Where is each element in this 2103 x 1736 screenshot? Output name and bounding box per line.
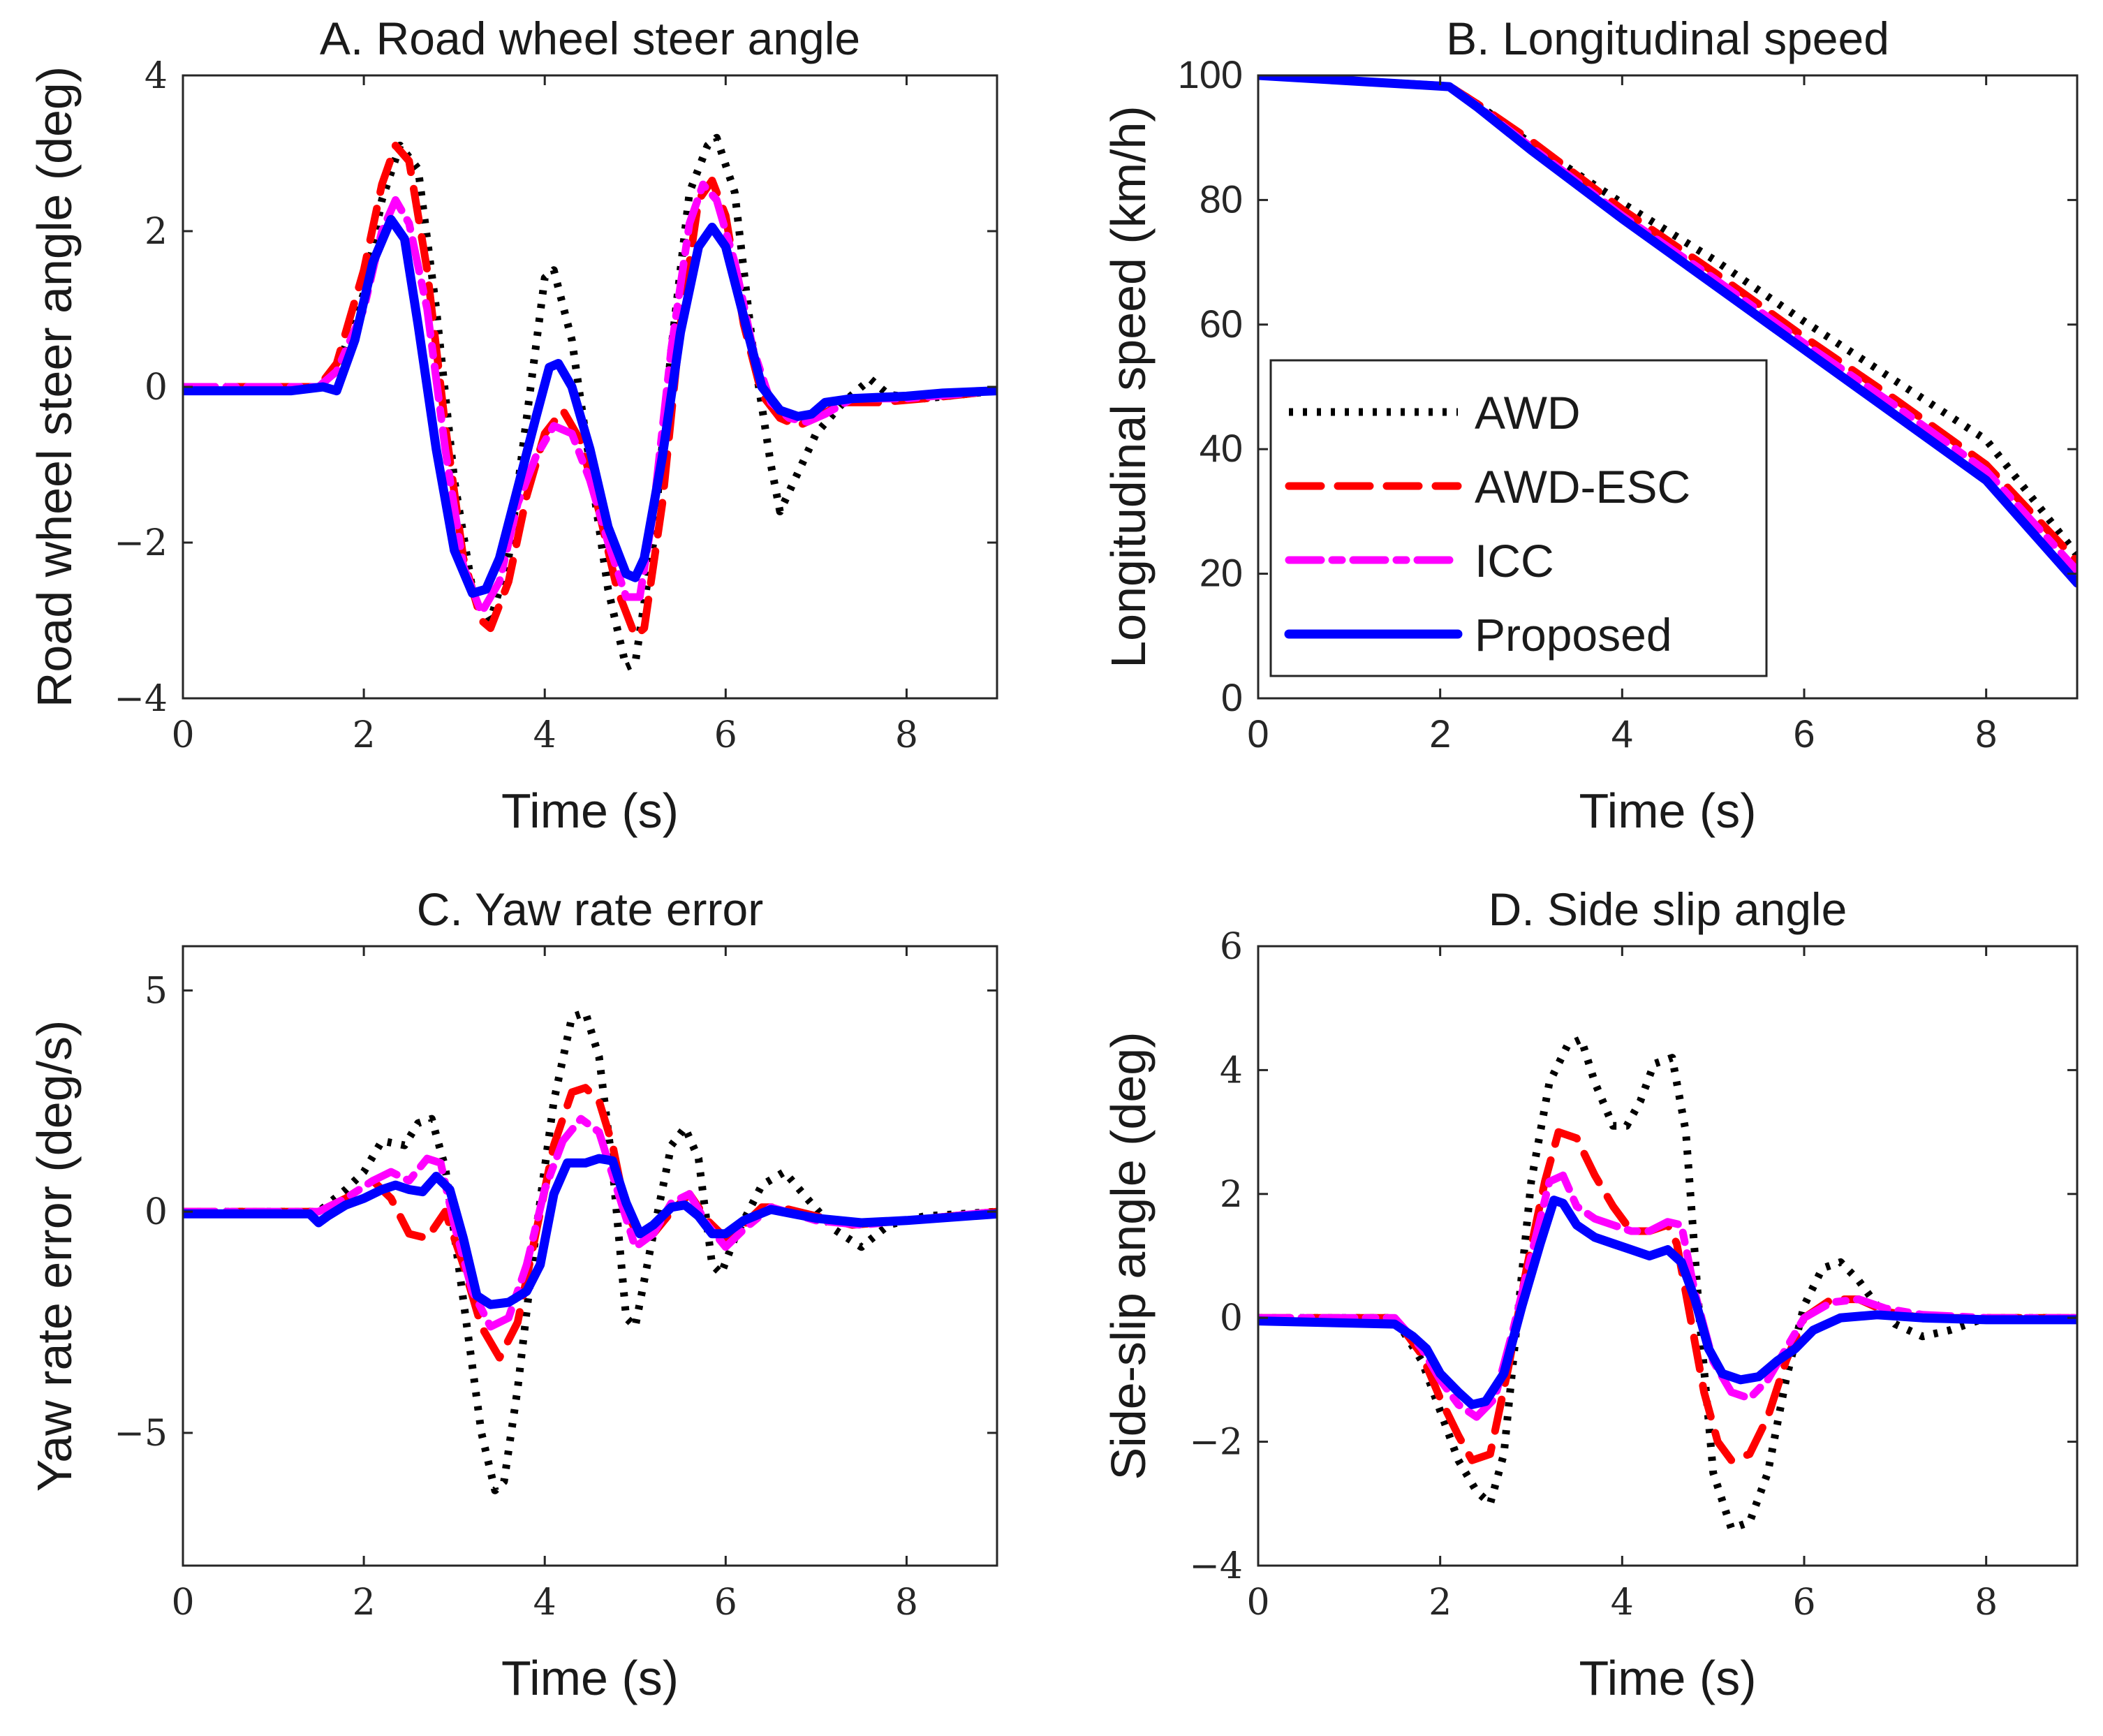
x-tick-label: 6 xyxy=(714,714,737,756)
y-tick-label: −4 xyxy=(1189,1545,1243,1587)
y-tick-label: −2 xyxy=(1189,1422,1243,1464)
x-tick-label: 0 xyxy=(171,1582,194,1624)
x-axis-label: Time (s) xyxy=(1579,784,1756,838)
series-group xyxy=(183,1008,997,1494)
x-tick-label: 6 xyxy=(714,1582,737,1624)
plot-frame xyxy=(182,945,998,1567)
x-tick-label: 4 xyxy=(1611,712,1633,756)
plot-frame xyxy=(1257,945,2079,1567)
series-line-proposed xyxy=(183,1154,997,1309)
legend-label: AWD-ESC xyxy=(1475,461,1690,513)
series-line-proposed xyxy=(1258,75,2077,588)
y-tick-label: 0 xyxy=(145,367,168,409)
x-tick-label: 2 xyxy=(353,714,376,756)
x-tick-label: 4 xyxy=(533,714,556,756)
chart-title: C. Yaw rate error xyxy=(417,883,763,935)
y-tick-label: −5 xyxy=(114,1413,168,1455)
y-tick-label: 60 xyxy=(1200,302,1243,346)
series-group xyxy=(1258,1035,2077,1533)
series-group xyxy=(1258,75,2077,588)
x-tick-label: 2 xyxy=(353,1582,376,1624)
chart-title: B. Longitudinal speed xyxy=(1446,13,1889,64)
chart-panel-c: 0 2 4 6 8 −5 0 5 C. Yaw rate error Time (s) Yaw ra… xyxy=(27,883,998,1705)
series-line-awd xyxy=(183,1008,997,1494)
chart-panel-d: 0 2 4 6 8 −4 −2 0 2 4 6 D. Side slip angle Time (s) S… xyxy=(1101,883,2079,1705)
x-tick-label: 0 xyxy=(171,714,194,756)
legend-label: Proposed xyxy=(1475,609,1672,661)
legend-label: AWD xyxy=(1475,387,1581,439)
series-group xyxy=(183,133,997,671)
y-axis-label: Yaw rate error (deg/s) xyxy=(27,1020,82,1492)
x-tick-label: 0 xyxy=(1246,1582,1269,1624)
y-tick-label: 0 xyxy=(145,1191,168,1233)
y-tick-label: 40 xyxy=(1200,426,1243,470)
y-tick-label: 80 xyxy=(1200,177,1243,221)
x-tick-label: 8 xyxy=(895,714,918,756)
y-axis-label: Longitudinal speed (km/h) xyxy=(1101,105,1156,668)
x-tick-label: 6 xyxy=(1793,712,1815,756)
y-tick-label: 2 xyxy=(145,211,168,253)
x-tick-label: 4 xyxy=(1611,1582,1634,1624)
chart-panel-a: 0 2 4 6 8 −4 −2 0 2 4 A. Road wheel steer angle Tim… xyxy=(27,13,998,838)
chart-title: D. Side slip angle xyxy=(1489,883,1847,935)
x-axis-label: Time (s) xyxy=(1579,1651,1756,1705)
series-line-proposed xyxy=(183,214,997,598)
series-line-proposed xyxy=(1258,1196,2077,1409)
y-tick-label: −4 xyxy=(114,678,168,720)
y-tick-label: 20 xyxy=(1200,551,1243,595)
series-line-icc xyxy=(183,1115,997,1331)
x-tick-label: 2 xyxy=(1429,1582,1452,1624)
plot-frame xyxy=(182,74,998,700)
plot-frame xyxy=(1257,74,2079,700)
y-tick-label: 2 xyxy=(1220,1174,1243,1216)
x-tick-label: 8 xyxy=(1975,1582,1998,1624)
series-line-awd xyxy=(1258,1035,2077,1533)
series-line-icc xyxy=(1258,1171,2077,1421)
y-tick-label: 4 xyxy=(145,55,168,97)
chart-title: A. Road wheel steer angle xyxy=(320,13,860,64)
x-tick-label: 0 xyxy=(1247,712,1269,756)
legend: AWD AWD-ESC ICC Proposed xyxy=(1269,359,1768,677)
x-axis-label: Time (s) xyxy=(501,1651,679,1705)
series-line-awd-esc xyxy=(1258,1128,2077,1464)
x-axis-label: Time (s) xyxy=(501,784,679,838)
y-axis-label: Side-slip angle (deg) xyxy=(1101,1031,1156,1480)
x-tick-label: 8 xyxy=(895,1582,918,1624)
y-tick-label: 0 xyxy=(1221,675,1243,719)
y-tick-label: 5 xyxy=(145,970,168,1012)
y-tick-label: 0 xyxy=(1220,1297,1243,1339)
y-tick-label: 4 xyxy=(1220,1050,1243,1091)
x-tick-label: 6 xyxy=(1792,1582,1815,1624)
y-tick-label: 6 xyxy=(1220,926,1243,968)
y-tick-label: 100 xyxy=(1178,52,1243,96)
x-tick-label: 2 xyxy=(1429,712,1451,756)
legend-label: ICC xyxy=(1475,535,1554,587)
legend-box xyxy=(1269,359,1768,677)
x-tick-label: 8 xyxy=(1975,712,1997,756)
x-tick-label: 4 xyxy=(533,1582,556,1624)
y-axis-label: Road wheel steer angle (deg) xyxy=(27,66,82,707)
y-tick-label: −2 xyxy=(114,522,168,564)
